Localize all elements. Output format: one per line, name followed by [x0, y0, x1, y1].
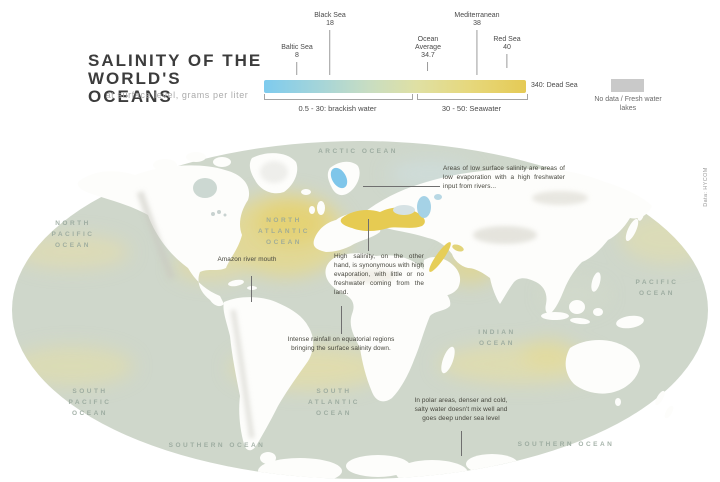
tick-line: [296, 62, 298, 76]
landmass-africa: [325, 253, 451, 402]
label-south-pacific-ocean: SOUTH PACIFIC OCEAN: [68, 388, 112, 418]
tick-line: [329, 30, 331, 76]
leader-line-amazon: [251, 276, 252, 302]
leader-line-low-salinity: [363, 186, 440, 187]
scale-tick-baltic-sea: Baltic Sea 8: [281, 44, 313, 76]
leader-line-high-salinity: [368, 219, 369, 251]
data-credit: Data: HYCOM: [703, 167, 709, 207]
dead-sea-max-label: 340: Dead Sea: [531, 82, 578, 89]
label-pacific-ocean: PACIFIC OCEAN: [635, 279, 679, 298]
label-north-atlantic-ocean: NORTH ATLANTIC OCEAN: [257, 217, 311, 247]
baltic-sea: [330, 167, 348, 189]
hudson-bay: [193, 178, 217, 198]
world-map-svg: [12, 141, 708, 479]
leader-line-equatorial-rainfall: [341, 306, 342, 334]
tick-line: [427, 62, 429, 72]
scale-tick-mediterranean: Mediterranean 38: [454, 12, 500, 76]
landmasses: [77, 152, 674, 451]
persian-gulf: [452, 244, 464, 252]
tick-line: [506, 54, 508, 69]
label-south-atlantic-ocean: SOUTH ATLANTIC OCEAN: [307, 388, 361, 418]
no-data-swatch: [611, 79, 644, 92]
annotation-equatorial-rainfall: Intense rainfall on equatorial regions b…: [287, 336, 395, 352]
scale-tick-black-sea: Black Sea 18: [314, 12, 346, 76]
label-southern-ocean-east: SOUTHERN OCEAN: [517, 441, 615, 448]
page-subtitle: at surface level, grams per liter: [105, 90, 249, 100]
annotation-low-salinity: Areas of low surface salinity are areas …: [443, 165, 565, 190]
title-line-2: WORLD'S OCEANS: [88, 68, 182, 106]
seawater-bracket: [417, 94, 528, 100]
annotation-high-salinity: High salinity, on the other hand, is syn…: [334, 253, 424, 296]
leader-line-polar-water: [461, 431, 462, 456]
landmass-north-america: [77, 165, 250, 307]
page-title: SALINITY OF THE WORLD'S OCEANS: [88, 52, 266, 106]
label-southern-ocean-west: SOUTHERN OCEAN: [168, 442, 266, 449]
label-arctic-ocean: ARCTIC OCEAN: [318, 148, 398, 155]
title-line-1: SALINITY OF THE: [88, 51, 263, 70]
label-north-pacific-ocean: NORTH PACIFIC OCEAN: [51, 220, 95, 250]
landmass-australia: [565, 340, 640, 394]
relief-shading: [136, 161, 588, 439]
no-data-label: No data / Fresh water lakes: [594, 96, 662, 112]
black-sea: [393, 205, 415, 215]
annotation-polar-water: In polar areas, denser and cold, salty w…: [414, 397, 508, 422]
scale-tick-ocean-average: Ocean Average 34.7: [415, 36, 441, 72]
brackish-range-label: 0.5 - 30: brackish water: [298, 104, 377, 113]
tick-line: [476, 30, 478, 76]
world-map: ARCTIC OCEAN NORTH PACIFIC OCEAN NORTH A…: [0, 140, 720, 482]
red-sea: [429, 242, 451, 272]
label-indian-ocean: INDIAN OCEAN: [478, 329, 516, 348]
salinity-gradient-bar: [264, 80, 526, 93]
caspian-sea: [417, 196, 431, 218]
annotation-amazon: Amazon river mouth: [217, 256, 277, 263]
inland-seas: [193, 167, 464, 272]
brackish-bracket: [264, 94, 413, 100]
seawater-range-label: 30 - 50: Seawater: [441, 104, 502, 113]
aral-sea: [434, 194, 442, 200]
scale-tick-red-sea: Red Sea 40: [493, 36, 521, 69]
